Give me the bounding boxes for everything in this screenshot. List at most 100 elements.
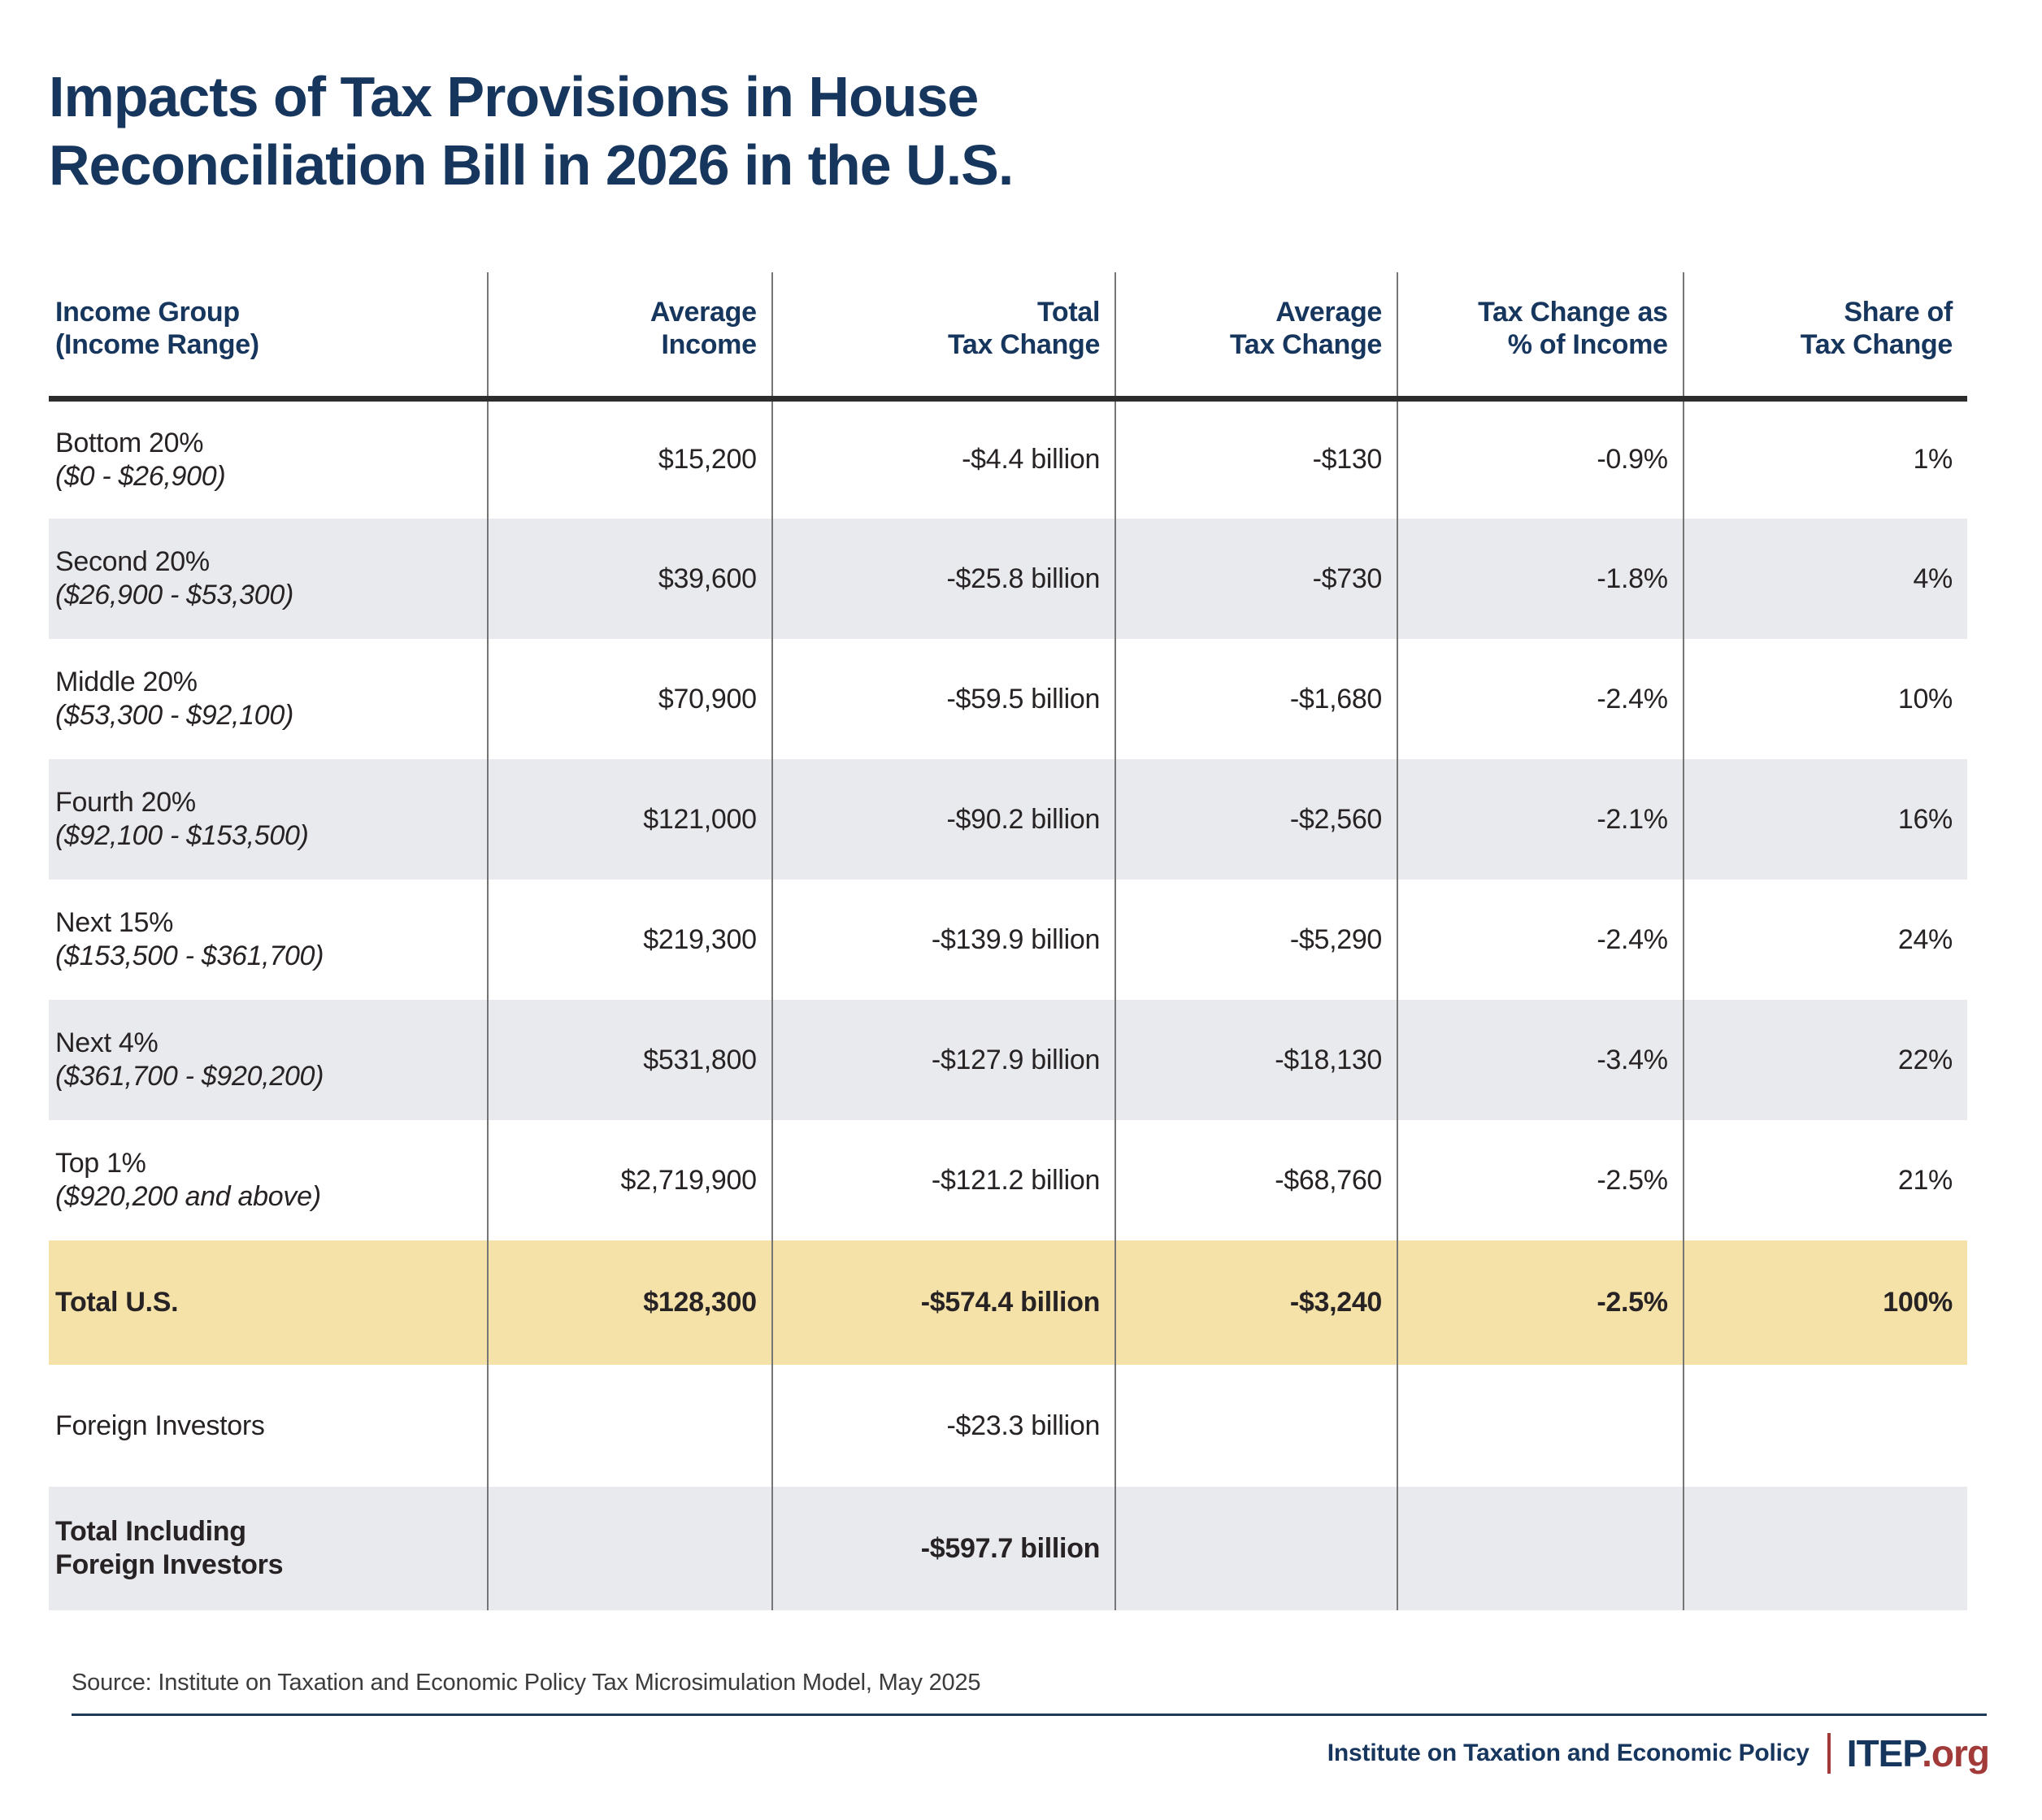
cell-income-group: Fourth 20% ($92,100 - $153,500) [49,759,488,880]
cell-income-group: Next 15% ($153,500 - $361,700) [49,880,488,1000]
income-group-label: Top 1% [55,1148,146,1179]
income-group-label: Fourth 20% [55,787,196,818]
cell-total-tax-change: -$25.8 billion [771,519,1116,639]
cell-total-tax-change: -$90.2 billion [771,759,1116,880]
table-row-foreign-investors: Foreign Investors -$23.3 billion [49,1365,1967,1487]
income-group-label: Middle 20% [55,667,198,697]
itep-logo-suffix: .org [1922,1732,1990,1774]
cell-average-income: $15,200 [487,398,772,519]
cell-share-of-tax-change [1682,1365,1967,1487]
cell-tax-change-pct-income: -2.5% [1397,1120,1684,1240]
cell-income-group: Second 20% ($26,900 - $53,300) [49,519,488,639]
cell-tax-change-pct-income [1397,1365,1684,1487]
cell-average-tax-change: -$18,130 [1114,1000,1398,1120]
cell-share-of-tax-change: 100% [1682,1240,1967,1365]
column-header-tax-change-pct-income: Tax Change as % of Income [1397,272,1684,398]
cell-average-income: $39,600 [487,519,772,639]
column-header-average-tax-change: Average Tax Change [1114,272,1398,398]
cell-average-income: $531,800 [487,1000,772,1120]
table-row-middle-20: Middle 20% ($53,300 - $92,100) $70,900 -… [49,639,1967,759]
table-row-next-15: Next 15% ($153,500 - $361,700) $219,300 … [49,880,1967,1000]
cell-total-tax-change: -$574.4 billion [771,1240,1116,1365]
footer-org-name: Institute on Taxation and Economic Polic… [1327,1740,1810,1766]
cell-average-tax-change [1114,1487,1398,1610]
cell-share-of-tax-change: 1% [1682,398,1967,519]
footer: Institute on Taxation and Economic Polic… [1327,1730,1990,1777]
cell-share-of-tax-change: 10% [1682,639,1967,759]
cell-total-tax-change: -$4.4 billion [771,398,1116,519]
cell-share-of-tax-change: 24% [1682,880,1967,1000]
income-group-label: Total U.S. [55,1287,179,1318]
income-range-label: ($361,700 - $920,200) [55,1061,324,1092]
income-group-label: Foreign Investors [55,1410,265,1441]
itep-logo: ITEP.org [1846,1731,1990,1775]
cell-share-of-tax-change: 16% [1682,759,1967,880]
table-row-second-20: Second 20% ($26,900 - $53,300) $39,600 -… [49,519,1967,639]
income-range-label: ($0 - $26,900) [55,460,226,492]
cell-total-tax-change: -$597.7 billion [771,1487,1116,1610]
table-row-fourth-20: Fourth 20% ($92,100 - $153,500) $121,000… [49,759,1967,880]
income-group-label: Total Including Foreign Investors [55,1516,284,1580]
cell-average-income [487,1487,772,1610]
table-row-total-us: Total U.S. $128,300 -$574.4 billion -$3,… [49,1240,1967,1365]
cell-total-tax-change: -$127.9 billion [771,1000,1116,1120]
cell-average-tax-change: -$3,240 [1114,1240,1398,1365]
cell-tax-change-pct-income [1397,1487,1684,1610]
cell-average-tax-change [1114,1365,1398,1487]
cell-average-income: $219,300 [487,880,772,1000]
cell-income-group: Next 4% ($361,700 - $920,200) [49,1000,488,1120]
tax-impact-table: Income Group (Income Range) Average Inco… [49,272,1967,1610]
table-header-row: Income Group (Income Range) Average Inco… [49,272,1967,398]
cell-total-tax-change: -$59.5 billion [771,639,1116,759]
income-range-label: ($26,900 - $53,300) [55,580,293,610]
cell-income-group: Total Including Foreign Investors [49,1487,488,1610]
cell-income-group: Top 1% ($920,200 and above) [49,1120,488,1240]
cell-total-tax-change: -$139.9 billion [771,880,1116,1000]
source-note: Source: Institute on Taxation and Econom… [72,1670,981,1696]
column-header-average-income: Average Income [487,272,772,398]
cell-average-income: $121,000 [487,759,772,880]
cell-share-of-tax-change: 22% [1682,1000,1967,1120]
income-range-label: ($920,200 and above) [55,1181,321,1212]
cell-average-tax-change: -$2,560 [1114,759,1398,880]
cell-total-tax-change: -$121.2 billion [771,1120,1116,1240]
cell-tax-change-pct-income: -2.1% [1397,759,1684,880]
cell-average-tax-change: -$1,680 [1114,639,1398,759]
cell-tax-change-pct-income: -3.4% [1397,1000,1684,1120]
cell-tax-change-pct-income: -2.4% [1397,639,1684,759]
column-header-total-tax-change: Total Tax Change [771,272,1116,398]
income-group-label: Bottom 20% [55,427,204,458]
income-range-label: ($92,100 - $153,500) [55,820,309,851]
cell-average-tax-change: -$68,760 [1114,1120,1398,1240]
cell-tax-change-pct-income: -1.8% [1397,519,1684,639]
cell-tax-change-pct-income: -0.9% [1397,398,1684,519]
cell-average-income: $2,719,900 [487,1120,772,1240]
income-group-label: Next 4% [55,1027,159,1058]
cell-average-tax-change: -$5,290 [1114,880,1398,1000]
income-range-label: ($53,300 - $92,100) [55,700,293,731]
cell-average-income [487,1365,772,1487]
income-group-label: Next 15% [55,907,174,938]
table-row-bottom-20: Bottom 20% ($0 - $26,900) $15,200 -$4.4 … [49,398,1967,519]
page-title: Impacts of Tax Provisions in House Recon… [49,64,1014,197]
column-header-income-group: Income Group (Income Range) [55,296,259,360]
cell-income-group: Foreign Investors [49,1365,488,1487]
footer-pipe-separator [1827,1733,1831,1774]
table-row-top-1: Top 1% ($920,200 and above) $2,719,900 -… [49,1120,1967,1240]
column-header-share-of-tax-change: Share of Tax Change [1682,272,1967,398]
cell-tax-change-pct-income: -2.5% [1397,1240,1684,1365]
itep-logo-main: ITEP [1846,1732,1923,1774]
cell-share-of-tax-change [1682,1487,1967,1610]
cell-tax-change-pct-income: -2.4% [1397,880,1684,1000]
cell-income-group: Bottom 20% ($0 - $26,900) [49,398,488,519]
footer-divider-rule [72,1714,1987,1716]
cell-average-income: $128,300 [487,1240,772,1365]
cell-share-of-tax-change: 4% [1682,519,1967,639]
income-group-label: Second 20% [55,546,210,577]
table-row-total-including-foreign: Total Including Foreign Investors -$597.… [49,1487,1967,1610]
cell-income-group: Total U.S. [49,1240,488,1365]
cell-share-of-tax-change: 21% [1682,1120,1967,1240]
cell-total-tax-change: -$23.3 billion [771,1365,1116,1487]
cell-average-tax-change: -$130 [1114,398,1398,519]
income-range-label: ($153,500 - $361,700) [55,940,324,971]
